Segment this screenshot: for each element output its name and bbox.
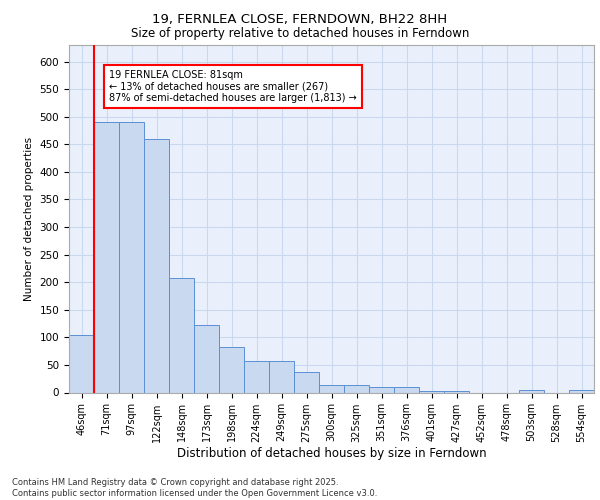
Bar [444,391,469,392]
Bar [419,391,444,392]
Text: 19, FERNLEA CLOSE, FERNDOWN, BH22 8HH: 19, FERNLEA CLOSE, FERNDOWN, BH22 8HH [152,12,448,26]
X-axis label: Distribution of detached houses by size in Ferndown: Distribution of detached houses by size … [176,448,487,460]
Bar [519,390,544,392]
Text: Contains HM Land Registry data © Crown copyright and database right 2025.
Contai: Contains HM Land Registry data © Crown c… [12,478,377,498]
Text: 19 FERNLEA CLOSE: 81sqm
← 13% of detached houses are smaller (267)
87% of semi-d: 19 FERNLEA CLOSE: 81sqm ← 13% of detache… [109,70,357,103]
Bar [119,122,144,392]
Bar [569,390,594,392]
Bar [144,139,169,392]
Bar [394,387,419,392]
Bar [169,278,194,392]
Bar [369,387,394,392]
Text: Size of property relative to detached houses in Ferndown: Size of property relative to detached ho… [131,28,469,40]
Y-axis label: Number of detached properties: Number of detached properties [24,136,34,301]
Bar [244,361,269,392]
Bar [69,334,94,392]
Bar [294,372,319,392]
Bar [319,386,344,392]
Bar [269,361,294,392]
Bar [344,386,369,392]
Bar [194,325,219,392]
Bar [219,348,244,393]
Bar [94,122,119,392]
